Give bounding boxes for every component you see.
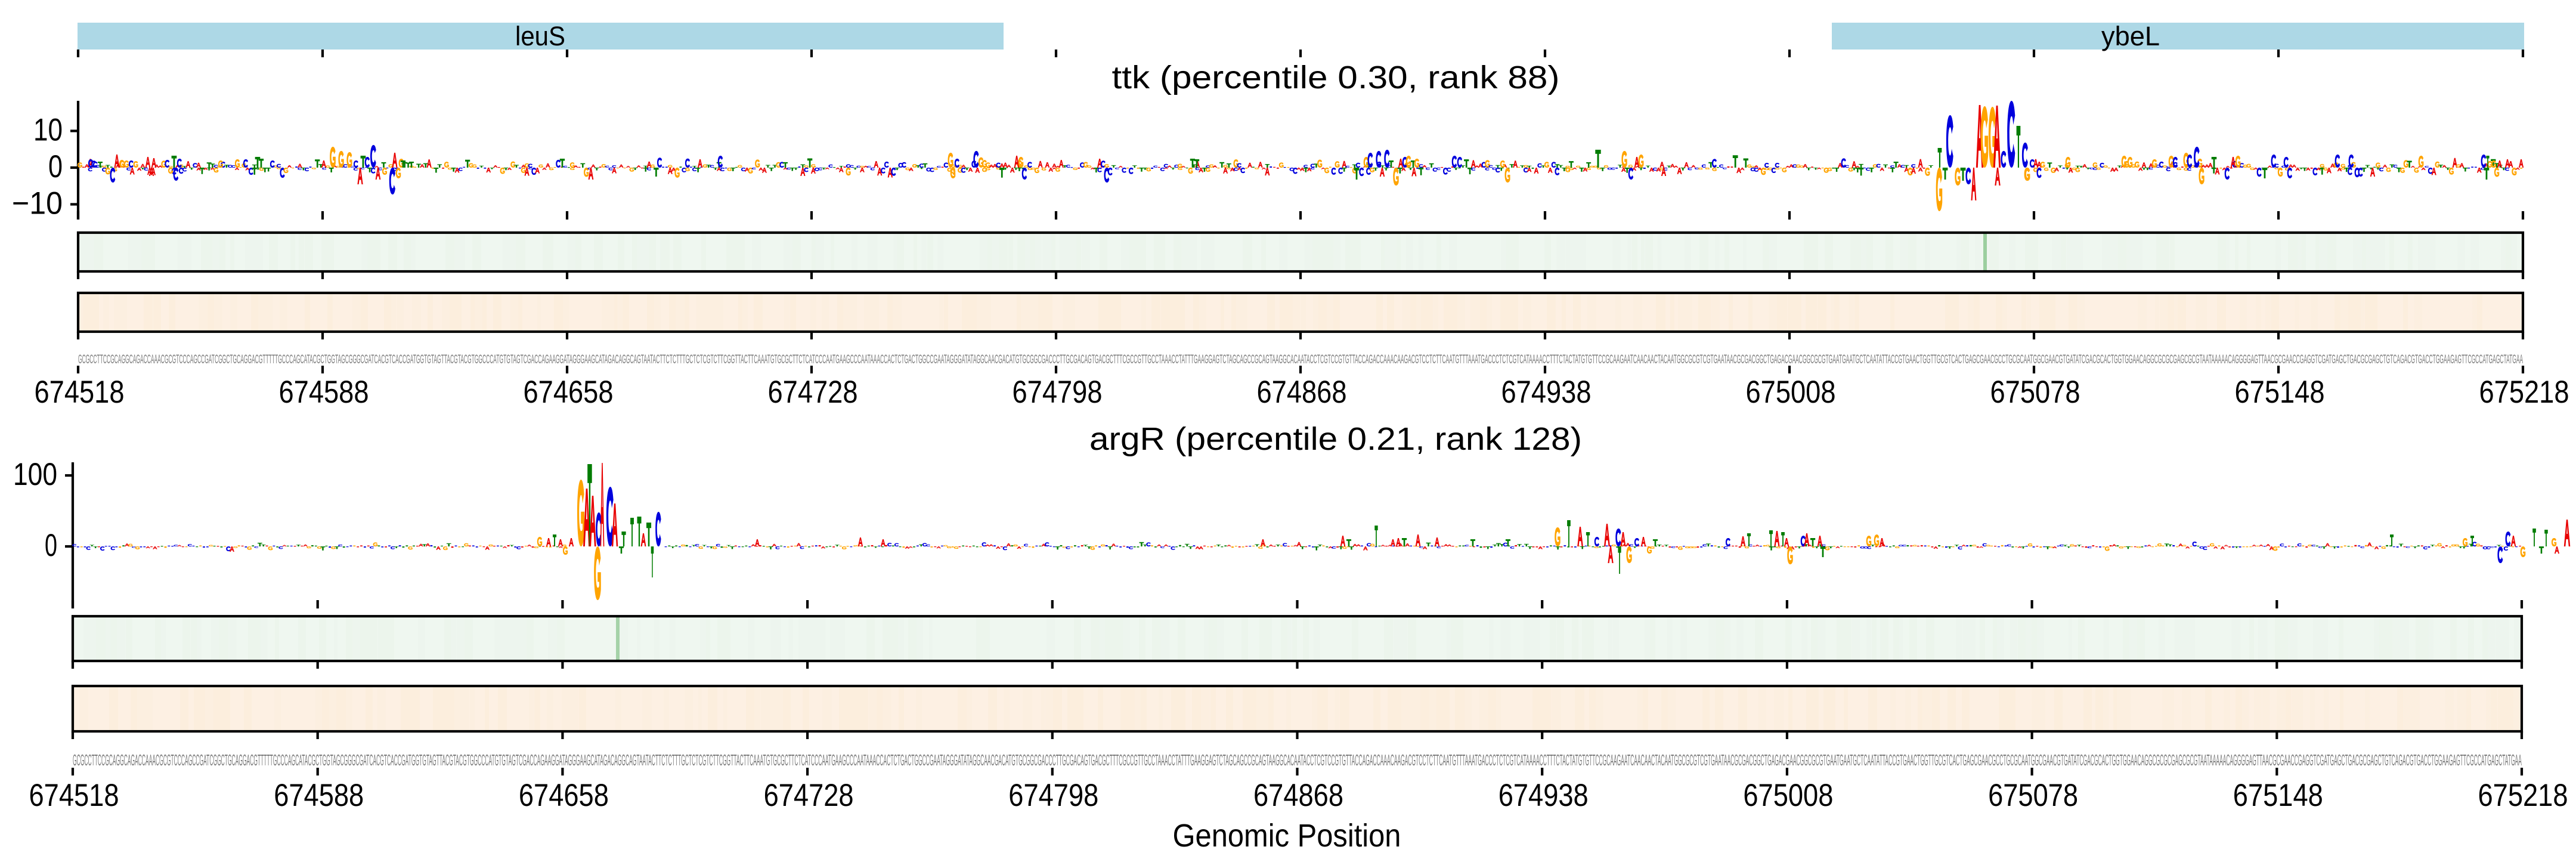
svg-text:675008: 675008: [1746, 375, 1836, 410]
svg-text:674798: 674798: [1013, 375, 1103, 410]
svg-text:674728: 674728: [768, 375, 858, 410]
svg-text:0: 0: [45, 528, 57, 563]
svg-text:−10: −10: [12, 186, 63, 221]
svg-text:100: 100: [13, 457, 57, 492]
svg-text:674588: 674588: [274, 778, 364, 813]
svg-text:674868: 674868: [1257, 375, 1347, 410]
svg-text:0: 0: [48, 149, 63, 184]
svg-text:ttk (percentile 0.30, rank 88): ttk (percentile 0.30, rank 88): [1112, 60, 1560, 95]
svg-text:675218: 675218: [2479, 375, 2569, 410]
svg-text:675078: 675078: [1988, 778, 2078, 813]
svg-text:674588: 674588: [279, 375, 369, 410]
svg-text:674798: 674798: [1008, 778, 1098, 813]
svg-text:argR (percentile 0.21, rank 12: argR (percentile 0.21, rank 128): [1089, 421, 1582, 457]
svg-text:10: 10: [33, 113, 63, 148]
svg-text:674938: 674938: [1498, 778, 1589, 813]
svg-text:674658: 674658: [524, 375, 614, 410]
svg-text:675148: 675148: [2233, 778, 2323, 813]
svg-text:ybeL: ybeL: [2101, 21, 2160, 51]
svg-text:675218: 675218: [2478, 778, 2568, 813]
svg-text:674518: 674518: [35, 375, 125, 410]
svg-text:674938: 674938: [1501, 375, 1592, 410]
svg-text:675148: 675148: [2235, 375, 2325, 410]
svg-text:675008: 675008: [1743, 778, 1833, 813]
svg-text:GCGCCTTCCGCAGGCAGACCAAACGCGTCC: GCGCCTTCCGCAGGCAGACCAAACGCGTCCCAGCCGATCG…: [73, 752, 2522, 769]
svg-text:674728: 674728: [764, 778, 854, 813]
svg-text:leuS: leuS: [515, 21, 565, 51]
svg-text:Genomic Position: Genomic Position: [1173, 818, 1401, 854]
svg-text:674658: 674658: [519, 778, 609, 813]
svg-text:675078: 675078: [1990, 375, 2080, 410]
svg-text:674518: 674518: [29, 778, 119, 813]
svg-text:674868: 674868: [1253, 778, 1343, 813]
svg-text:GCGCCTTCCGCAGGCAGACCAAACGCGTCC: GCGCCTTCCGCAGGCAGACCAAACGCGTCCCAGCCGATCG…: [78, 353, 2523, 366]
